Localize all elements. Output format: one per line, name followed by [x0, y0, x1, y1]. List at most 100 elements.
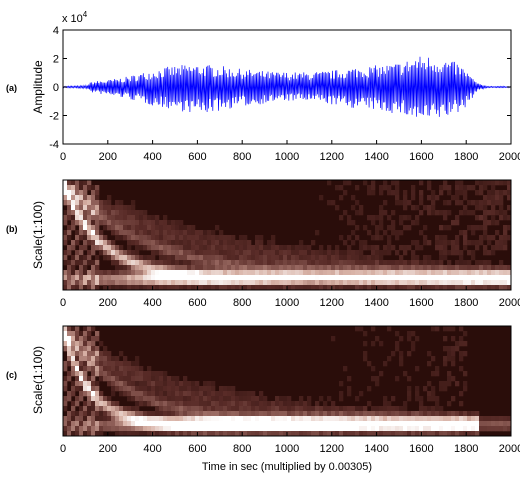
heatmap-cell [127, 426, 132, 432]
heatmap-cell [87, 386, 92, 392]
heatmap-cell [443, 411, 448, 417]
heatmap-cell [159, 260, 164, 266]
heatmap-cell [359, 205, 364, 211]
heatmap-cell [471, 280, 476, 286]
heatmap-cell [191, 431, 196, 436]
heatmap-cell [443, 346, 448, 352]
heatmap-cell [507, 421, 511, 427]
heatmap-cell [75, 431, 80, 436]
heatmap-cell [163, 220, 168, 226]
heatmap-cell [483, 205, 488, 211]
heatmap-cell [463, 351, 468, 357]
heatmap-cell [99, 426, 104, 432]
heatmap-cell [171, 401, 176, 407]
heatmap-cell [471, 200, 476, 206]
heatmap-cell [131, 381, 136, 387]
heatmap-cell [71, 205, 76, 211]
heatmap-cell [87, 351, 92, 357]
heatmap-cell [427, 351, 432, 357]
heatmap-cell [315, 265, 320, 271]
heatmap-cell [123, 416, 128, 422]
heatmap-cell [371, 411, 376, 417]
heatmap-cell [315, 250, 320, 256]
heatmap-cell [115, 371, 120, 377]
heatmap-cell [135, 431, 140, 436]
heatmap-cell [95, 260, 100, 266]
heatmap-cell [67, 371, 72, 377]
heatmap-cell [79, 215, 84, 221]
heatmap-cell [123, 205, 128, 211]
heatmap-cell [219, 270, 224, 276]
heatmap-cell [363, 421, 368, 427]
heatmap-cell [163, 245, 168, 251]
heatmap-cell [363, 275, 368, 281]
heatmap-cell [251, 401, 256, 407]
heatmap-cell [423, 421, 428, 427]
heatmap-cell [283, 396, 288, 402]
heatmap-cell [63, 195, 68, 201]
heatmap-cell [415, 391, 420, 397]
heatmap-cell [175, 386, 180, 392]
heatmap-cell [251, 411, 256, 417]
heatmap-cell [403, 280, 408, 286]
heatmap-cell [155, 376, 160, 382]
heatmap-cell [299, 411, 304, 417]
heatmap-cell [359, 265, 364, 271]
heatmap-cell [351, 421, 356, 427]
heatmap-cell [103, 250, 108, 256]
heatmap-cell [155, 421, 160, 427]
heatmap-cell [87, 406, 92, 412]
heatmap-cell [227, 275, 232, 281]
heatmap-cell [455, 220, 460, 226]
heatmap-cell [459, 260, 464, 266]
heatmap-cell [347, 255, 352, 261]
heatmap-cell [431, 431, 436, 436]
heatmap-cell [63, 240, 68, 246]
heatmap-cell [387, 240, 392, 246]
heatmap-cell [87, 275, 92, 281]
heatmap-cell [247, 250, 252, 256]
heatmap-cell [339, 391, 344, 397]
heatmap-cell [251, 270, 256, 276]
heatmap-cell [87, 411, 92, 417]
heatmap-cell [391, 265, 396, 271]
heatmap-cell [123, 381, 128, 387]
heatmap-cell [127, 260, 132, 266]
heatmap-cell [387, 250, 392, 256]
heatmap-cell [239, 416, 244, 422]
heatmap-cell [95, 396, 100, 402]
heatmap-cell [275, 275, 280, 281]
x-tick-label: 1600 [409, 297, 433, 309]
heatmap-cell [415, 396, 420, 402]
heatmap-cell [75, 386, 80, 392]
heatmap-cell [87, 235, 92, 241]
heatmap-cell [99, 215, 104, 221]
heatmap-cell [187, 406, 192, 412]
heatmap-cell [255, 250, 260, 256]
heatmap-cell [395, 421, 400, 427]
heatmap-cell [319, 245, 324, 251]
heatmap-cell [79, 426, 84, 432]
heatmap-cell [355, 326, 360, 332]
heatmap-cell [143, 265, 148, 271]
heatmap-cell [155, 411, 160, 417]
heatmap-cell [167, 240, 172, 246]
heatmap-cell [295, 245, 300, 251]
heatmap-cell [107, 351, 112, 357]
heatmap-cell [151, 391, 156, 397]
heatmap-cell [143, 396, 148, 402]
heatmap-cell [343, 406, 348, 412]
heatmap-cell [355, 426, 360, 432]
heatmap-cell [435, 416, 440, 422]
heatmap-cell [343, 190, 348, 196]
heatmap-cell [463, 331, 468, 337]
heatmap-cell [499, 190, 504, 196]
heatmap-cell [143, 210, 148, 216]
heatmap-cell [339, 255, 344, 261]
heatmap-cell [411, 270, 416, 276]
heatmap-cell [259, 245, 264, 251]
heatmap-cell [463, 275, 468, 281]
heatmap-cell [475, 240, 480, 246]
heatmap-cell [63, 376, 68, 382]
heatmap-cell [151, 386, 156, 392]
